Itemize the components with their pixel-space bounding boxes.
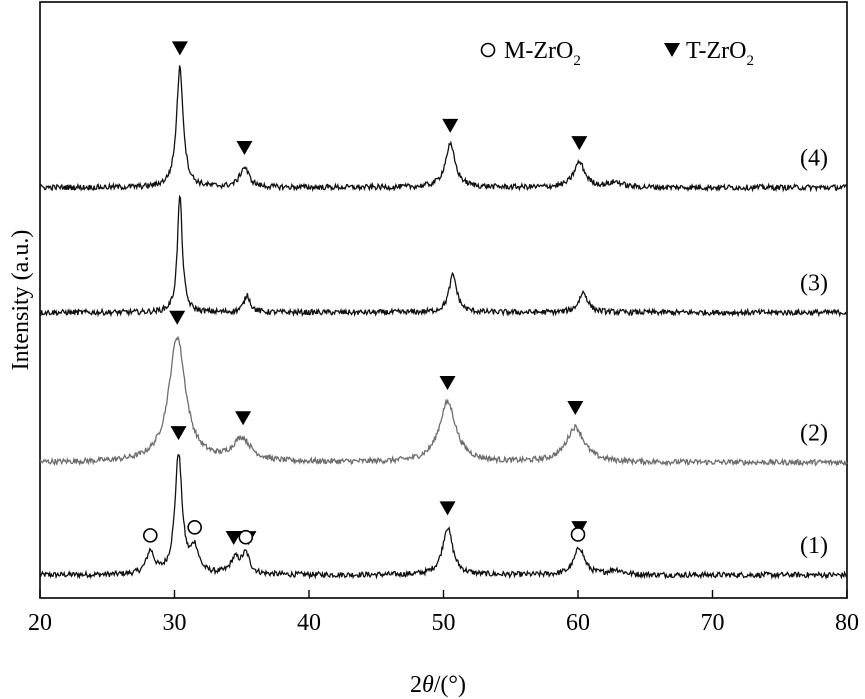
monoclinic-peak-marker <box>238 529 254 545</box>
legend: M-ZrO2 T-ZrO2 <box>480 38 754 69</box>
series-line <box>39 335 848 467</box>
x-tick-label: 20 <box>28 610 52 636</box>
monoclinic-peak-marker <box>187 520 202 535</box>
tetragonal-peak-marker <box>170 426 187 441</box>
monoclinic-peak-marker <box>570 527 586 542</box>
tetragonal-peak-marker <box>567 401 584 416</box>
x-axis-title-variable: θ <box>422 672 434 698</box>
x-tick-label: 40 <box>297 610 321 636</box>
tetragonal-peak-marker <box>225 531 242 546</box>
legend-marker-monoclinic <box>480 42 496 58</box>
x-tick-label: 80 <box>835 610 859 636</box>
sample-label: (4) <box>800 146 828 172</box>
sample-label: (2) <box>800 421 828 447</box>
series-line <box>39 453 848 580</box>
peak-markers <box>142 41 588 546</box>
x-tick-label: 60 <box>566 610 590 636</box>
tetragonal-peak-marker <box>439 501 456 516</box>
sample-labels: (1) (2) (3) (4) <box>800 146 828 560</box>
x-tick-label: 30 <box>163 610 187 636</box>
x-axis-title-prefix: 2 <box>410 672 422 698</box>
legend-label-tetragonal: T-ZrO2 <box>686 38 754 69</box>
x-axis-title-suffix: /(°) <box>434 672 466 698</box>
x-axis-ticks: 20 30 40 50 60 70 80 <box>28 590 859 636</box>
x-axis-title: 2θ/(°) <box>410 672 466 698</box>
monoclinic-peak-marker <box>142 528 158 543</box>
y-axis-title: Intensity (a.u.) <box>8 230 34 371</box>
x-tick-label: 70 <box>701 610 725 636</box>
tetragonal-peak-marker <box>169 310 186 325</box>
tetragonal-peak-marker <box>442 118 459 133</box>
tetragonal-peak-marker <box>439 376 456 391</box>
tetragonal-peak-marker <box>171 41 188 56</box>
sample-label: (3) <box>800 271 828 297</box>
x-tick-label: 50 <box>432 610 456 636</box>
tetragonal-peak-marker <box>236 140 253 155</box>
tetragonal-peak-marker <box>571 136 588 151</box>
legend-marker-tetragonal <box>664 43 680 57</box>
sample-label: (1) <box>800 533 828 559</box>
tetragonal-peak-marker <box>235 411 252 426</box>
legend-label-monoclinic: M-ZrO2 <box>504 38 581 69</box>
plot-frame <box>39 1 848 599</box>
series-layer <box>39 65 848 580</box>
series-line <box>39 194 848 318</box>
series-line <box>39 65 848 193</box>
